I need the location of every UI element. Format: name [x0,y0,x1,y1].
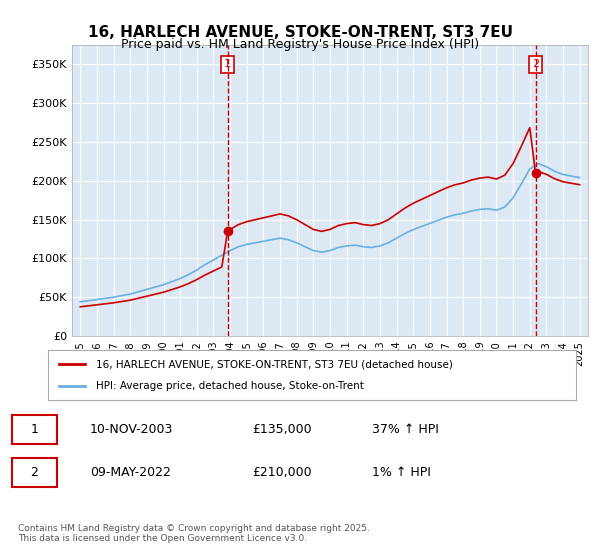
Text: 2: 2 [532,59,539,69]
FancyBboxPatch shape [12,415,57,444]
Text: 1: 1 [30,423,38,436]
Text: 09-MAY-2022: 09-MAY-2022 [90,466,171,479]
Text: 16, HARLECH AVENUE, STOKE-ON-TRENT, ST3 7EU (detached house): 16, HARLECH AVENUE, STOKE-ON-TRENT, ST3 … [95,359,452,369]
Text: 10-NOV-2003: 10-NOV-2003 [90,423,173,436]
Text: £135,000: £135,000 [252,423,311,436]
Text: Price paid vs. HM Land Registry's House Price Index (HPI): Price paid vs. HM Land Registry's House … [121,38,479,51]
Text: 37% ↑ HPI: 37% ↑ HPI [372,423,439,436]
Text: 1: 1 [224,59,231,69]
Text: Contains HM Land Registry data © Crown copyright and database right 2025.
This d: Contains HM Land Registry data © Crown c… [18,524,370,543]
Text: HPI: Average price, detached house, Stoke-on-Trent: HPI: Average price, detached house, Stok… [95,381,364,391]
FancyBboxPatch shape [12,458,57,487]
Text: 16, HARLECH AVENUE, STOKE-ON-TRENT, ST3 7EU: 16, HARLECH AVENUE, STOKE-ON-TRENT, ST3 … [88,25,512,40]
Text: £210,000: £210,000 [252,466,311,479]
Text: 1% ↑ HPI: 1% ↑ HPI [372,466,431,479]
Text: 2: 2 [30,466,38,479]
